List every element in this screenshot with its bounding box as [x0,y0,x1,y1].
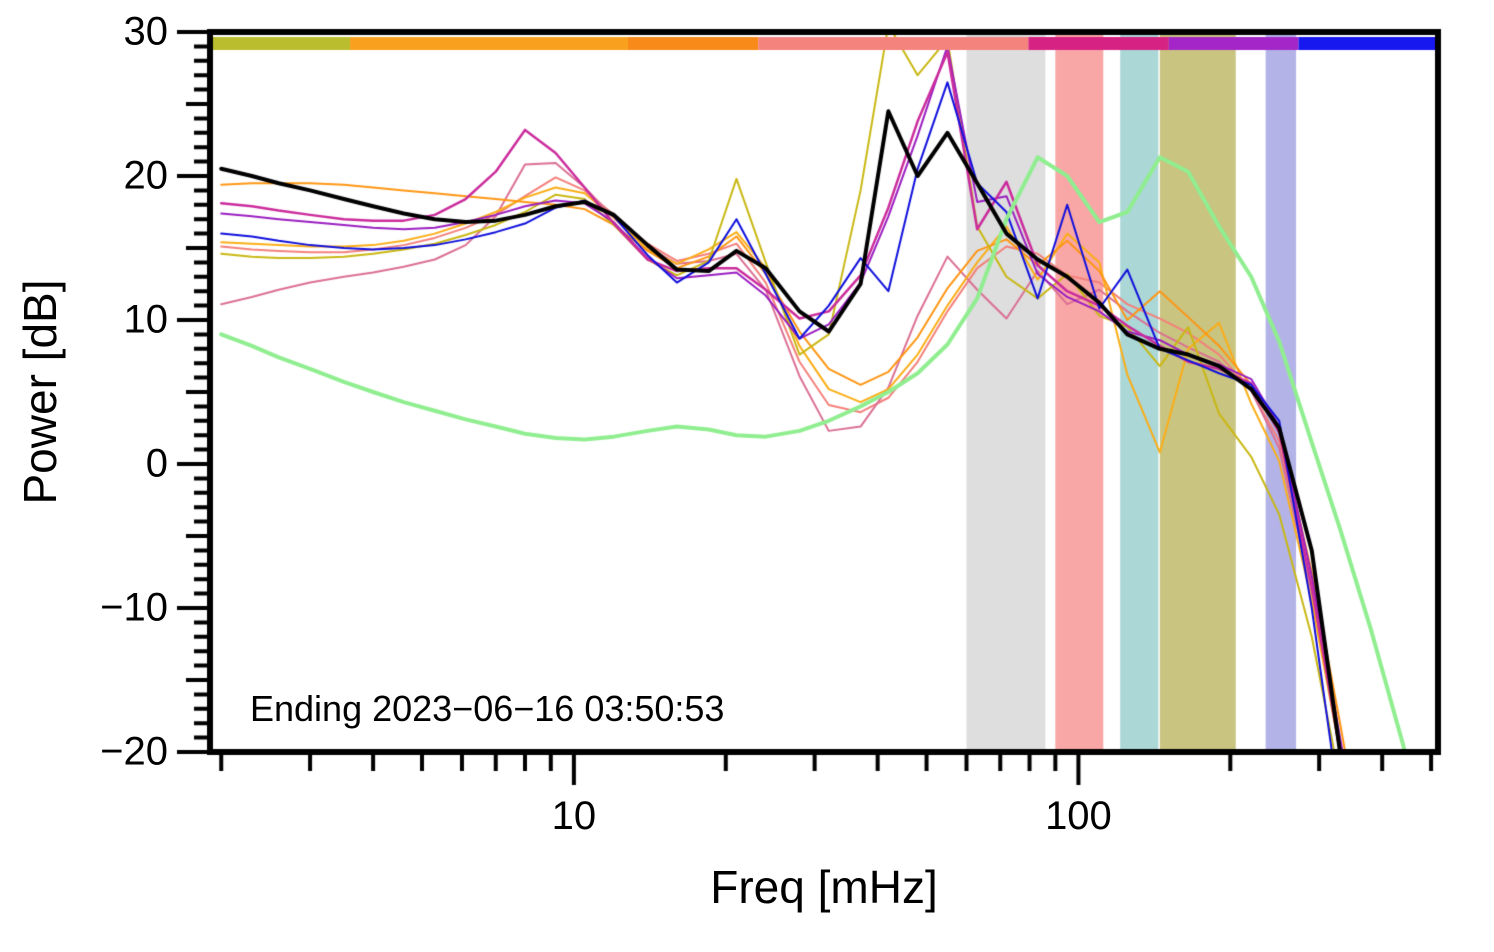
y-tick-label: 30 [123,9,169,54]
y-tick-label: 20 [123,153,169,198]
y-tick-label: 10 [123,297,169,342]
y-tick-label: −10 [100,585,168,630]
y-tick-label: −20 [100,729,168,774]
y-axis-title: Power [dB] [14,279,66,505]
x-tick-label: 100 [1045,794,1112,838]
x-axis-title: Freq [mHz] [710,861,938,913]
y-tick-label: 0 [145,441,168,486]
x-tick-label: 10 [551,794,597,838]
ending-timestamp-annotation: Ending 2023−06−16 03:50:53 [250,688,725,729]
